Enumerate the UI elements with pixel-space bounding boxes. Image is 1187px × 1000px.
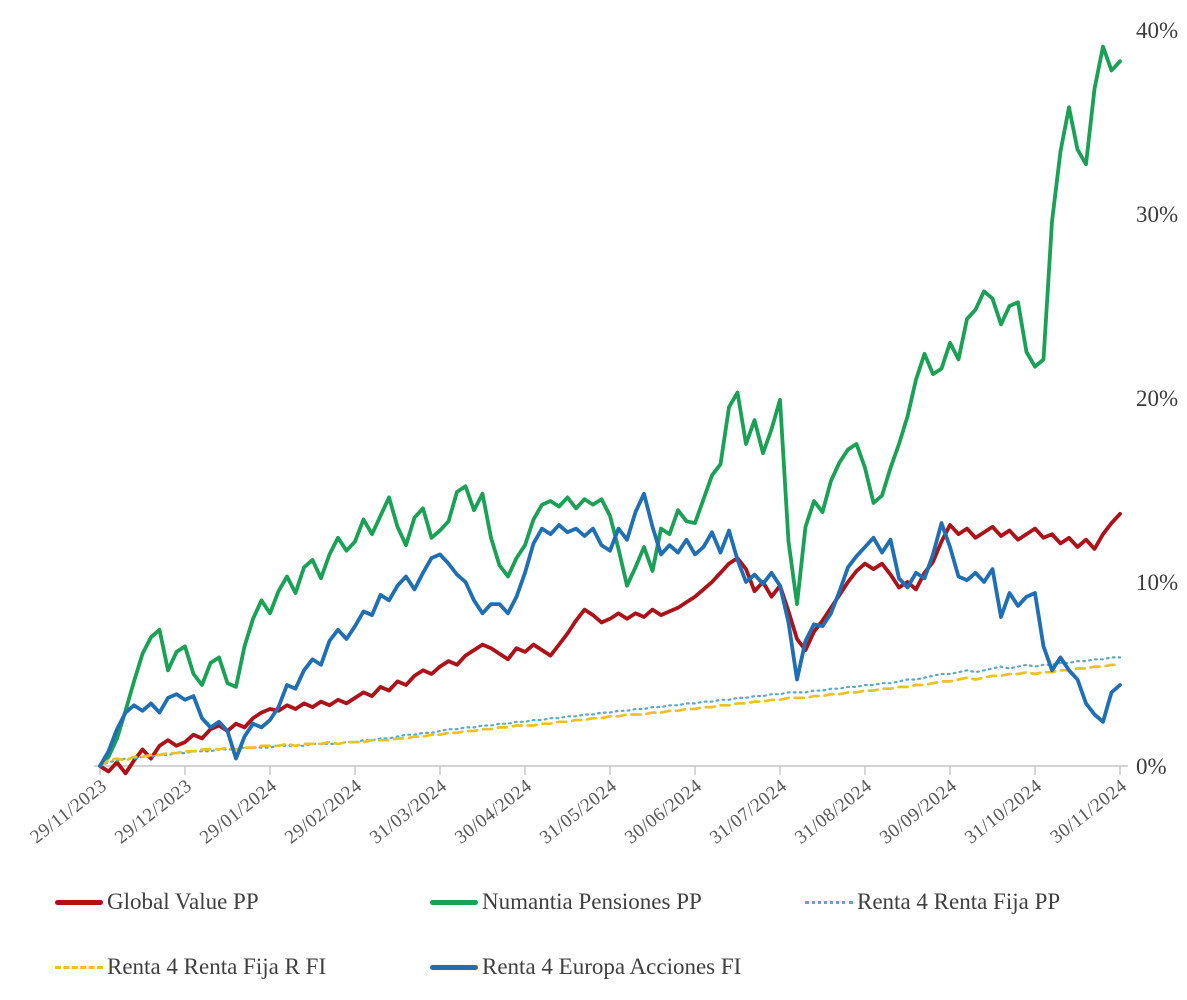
legend-swatch-global-value-pp xyxy=(55,899,103,905)
y-tick-label: 0% xyxy=(1136,754,1167,779)
legend-item-renta-4-europa-acciones-fi: Renta 4 Europa Acciones FI xyxy=(430,954,805,980)
x-tick-label: 30/04/2024 xyxy=(451,775,536,848)
chart-legend-row-2: Renta 4 Renta Fija R FI Renta 4 Europa A… xyxy=(55,954,805,980)
legend-label-renta-4-europa-acciones-fi: Renta 4 Europa Acciones FI xyxy=(482,954,742,979)
y-tick-label: 30% xyxy=(1136,202,1178,227)
legend-label-global-value-pp: Global Value PP xyxy=(107,889,259,914)
legend-label-renta-4-renta-fija-r-fi: Renta 4 Renta Fija R FI xyxy=(107,954,327,979)
legend-item-renta-4-renta-fija-pp: Renta 4 Renta Fija PP xyxy=(805,889,1180,915)
y-tick-label: 40% xyxy=(1136,18,1178,43)
legend-swatch-numantia-pensiones-pp xyxy=(430,899,478,905)
x-tick-label: 31/03/2024 xyxy=(366,775,451,848)
chart-legend-row-1: Global Value PP Numantia Pensiones PP Re… xyxy=(55,889,1180,915)
x-tick-label: 29/02/2024 xyxy=(281,775,366,848)
x-tick-label: 29/01/2024 xyxy=(196,775,281,848)
series-line-renta-4-renta-fija-pp xyxy=(98,656,1122,768)
legend-swatch-renta-4-renta-fija-r-fi xyxy=(55,965,103,969)
series-line-renta-4-europa-acciones-fi xyxy=(98,491,1122,768)
x-tick-label: 30/11/2024 xyxy=(1047,775,1132,847)
legend-label-renta-4-renta-fija-pp: Renta 4 Renta Fija PP xyxy=(857,889,1061,914)
legend-swatch-renta-4-europa-acciones-fi xyxy=(430,964,478,970)
y-tick-label: 20% xyxy=(1136,386,1178,411)
x-tick-label: 31/05/2024 xyxy=(536,775,621,848)
x-tick-label: 31/08/2024 xyxy=(791,775,876,848)
series-line-global-value-pp xyxy=(98,512,1122,776)
legend-label-numantia-pensiones-pp: Numantia Pensiones PP xyxy=(482,889,702,914)
legend-item-numantia-pensiones-pp: Numantia Pensiones PP xyxy=(430,889,805,915)
legend-swatch-renta-4-renta-fija-pp xyxy=(805,900,853,904)
x-tick-label: 29/11/2023 xyxy=(27,775,112,847)
legend-item-renta-4-renta-fija-r-fi: Renta 4 Renta Fija R FI xyxy=(55,954,430,980)
x-tick-label: 30/06/2024 xyxy=(621,775,706,848)
x-tick-label: 30/09/2024 xyxy=(876,775,961,848)
x-tick-label: 29/12/2023 xyxy=(111,775,196,848)
x-tick-label: 31/07/2024 xyxy=(706,775,791,848)
series-line-renta-4-renta-fija-r-fi xyxy=(98,663,1122,768)
y-tick-label: 10% xyxy=(1136,570,1178,595)
legend-item-global-value-pp: Global Value PP xyxy=(55,889,430,915)
x-tick-label: 31/10/2024 xyxy=(961,775,1046,848)
series-line-numantia-pensiones-pp xyxy=(98,44,1122,768)
